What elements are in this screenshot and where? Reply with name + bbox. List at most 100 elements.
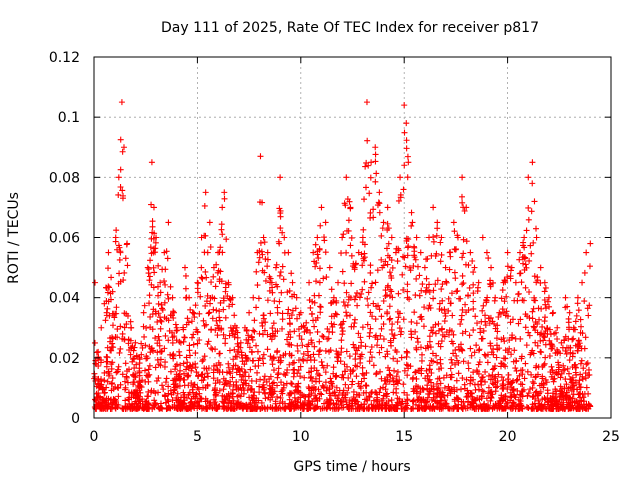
data-point	[239, 358, 246, 365]
data-point	[521, 234, 528, 241]
data-point	[91, 339, 98, 346]
data-point	[564, 365, 571, 372]
x-tick-label: 25	[602, 429, 620, 445]
data-point	[502, 355, 509, 362]
data-point	[532, 373, 539, 380]
data-point	[154, 349, 161, 356]
data-point	[402, 400, 409, 407]
data-point	[231, 334, 238, 341]
data-point	[235, 348, 242, 355]
data-point	[430, 287, 437, 294]
data-point	[442, 264, 449, 271]
data-point	[439, 281, 446, 288]
data-point	[131, 391, 138, 398]
data-point	[136, 354, 143, 361]
data-point	[195, 386, 202, 393]
data-point	[141, 302, 148, 309]
data-point	[561, 366, 568, 373]
data-point	[417, 389, 424, 396]
data-point	[429, 350, 436, 357]
data-point	[368, 354, 375, 361]
data-point	[430, 238, 437, 245]
data-point	[296, 332, 303, 339]
data-point	[501, 338, 508, 345]
data-point	[340, 374, 347, 381]
data-point	[574, 347, 581, 354]
data-point	[225, 279, 232, 286]
data-point	[92, 360, 99, 367]
data-point	[493, 342, 500, 349]
data-point	[225, 360, 232, 367]
data-point	[479, 307, 486, 314]
data-point	[542, 301, 549, 308]
data-point	[339, 268, 346, 275]
data-point	[465, 360, 472, 367]
data-point	[482, 352, 489, 359]
data-point	[214, 332, 221, 339]
data-point	[238, 349, 245, 356]
data-point	[211, 362, 218, 369]
y-tick-label: 0.08	[49, 170, 80, 186]
data-point	[248, 385, 255, 392]
data-point	[301, 324, 308, 331]
data-point	[231, 312, 238, 319]
data-point	[525, 216, 532, 223]
data-point	[280, 352, 287, 359]
data-point	[269, 380, 276, 387]
data-point	[383, 245, 390, 252]
data-point	[434, 391, 441, 398]
data-point	[120, 144, 127, 151]
data-point	[583, 361, 590, 368]
data-point	[410, 374, 417, 381]
data-point	[533, 234, 540, 241]
data-point	[272, 281, 279, 288]
data-point	[132, 405, 139, 412]
data-point	[209, 294, 216, 301]
data-point	[195, 398, 202, 405]
data-point	[350, 388, 357, 395]
data-point	[438, 338, 445, 345]
data-point	[208, 279, 215, 286]
data-point	[470, 305, 477, 312]
data-point	[463, 376, 470, 383]
data-point	[456, 295, 463, 302]
data-point	[127, 351, 134, 358]
data-point	[333, 373, 340, 380]
data-point	[508, 264, 515, 271]
data-point	[426, 366, 433, 373]
data-point	[404, 153, 411, 160]
data-point	[229, 366, 236, 373]
data-point	[277, 174, 284, 181]
data-point	[495, 400, 502, 407]
data-point	[459, 174, 466, 181]
data-point	[533, 405, 540, 412]
data-point	[270, 367, 277, 374]
data-point	[569, 336, 576, 343]
data-point	[378, 325, 385, 332]
data-point	[292, 404, 299, 411]
data-point	[113, 304, 120, 311]
data-point	[161, 278, 168, 285]
data-point	[520, 260, 527, 267]
data-point	[302, 393, 309, 400]
data-point	[356, 294, 363, 301]
data-point	[328, 299, 335, 306]
data-point	[135, 404, 142, 411]
data-point	[399, 271, 406, 278]
data-point	[495, 314, 502, 321]
data-point	[514, 297, 521, 304]
data-point	[162, 332, 169, 339]
data-point	[241, 324, 248, 331]
data-point	[393, 373, 400, 380]
data-point	[269, 289, 276, 296]
data-point	[105, 368, 112, 375]
data-point	[172, 363, 179, 370]
data-point	[109, 288, 116, 295]
data-point	[482, 318, 489, 325]
data-point	[376, 200, 383, 207]
data-point	[152, 364, 159, 371]
data-point	[425, 390, 432, 397]
data-point	[257, 376, 264, 383]
data-point	[532, 374, 539, 381]
data-point	[459, 306, 466, 313]
